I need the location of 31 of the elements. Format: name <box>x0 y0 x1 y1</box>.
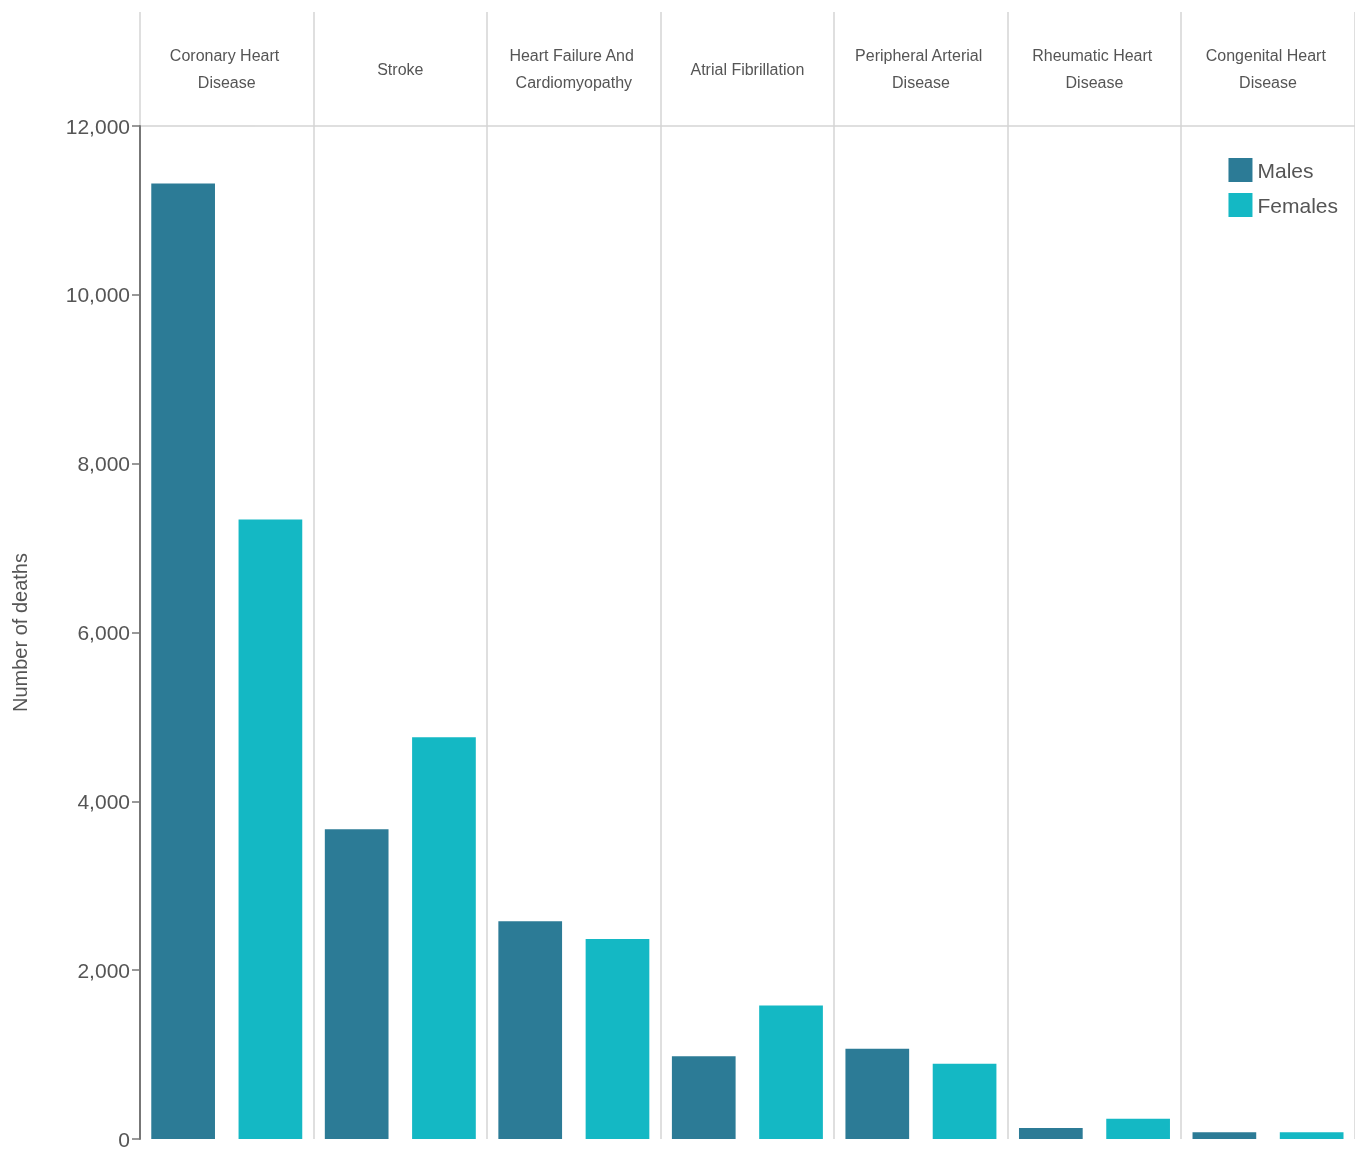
bar <box>238 519 303 1139</box>
x-tick-label: Coronary Heart Disease <box>169 47 284 91</box>
y-tick-label: 12,000 <box>65 114 130 138</box>
bar <box>412 737 476 1139</box>
bar <box>151 183 215 1139</box>
y-tick-label: 8,000 <box>77 452 130 476</box>
bar <box>1106 1118 1170 1139</box>
bar <box>671 1056 736 1139</box>
y-tick-label: 2,000 <box>77 958 130 982</box>
bar <box>1192 1132 1257 1139</box>
x-tick-label: Atrial Fibrillation <box>690 60 805 78</box>
bar <box>585 938 650 1139</box>
x-tick-label: Heart Failure And Cardiomyopathy <box>509 47 639 91</box>
x-tick-label: Congenital Heart Disease <box>1205 47 1331 91</box>
y-tick-label: 10,000 <box>65 283 130 307</box>
bar <box>498 921 563 1139</box>
y-tick-label: 6,000 <box>77 621 130 644</box>
x-tick-label: Rheumatic Heart Disease <box>1032 47 1157 91</box>
bar <box>845 1048 910 1139</box>
legend-label: Females <box>1257 193 1339 217</box>
bar <box>1018 1128 1083 1139</box>
bar <box>1279 1132 1344 1139</box>
y-tick-label: 0 <box>118 1127 130 1151</box>
bar <box>932 1063 997 1139</box>
bar <box>324 829 389 1139</box>
legend-label: Males <box>1257 158 1314 182</box>
x-tick-label: Stroke <box>377 60 424 78</box>
bar <box>759 1005 823 1139</box>
y-axis-title: Number of deaths <box>9 553 31 712</box>
x-tick-label: Peripheral Arterial Disease <box>855 47 987 91</box>
y-tick-label: 4,000 <box>77 789 130 813</box>
